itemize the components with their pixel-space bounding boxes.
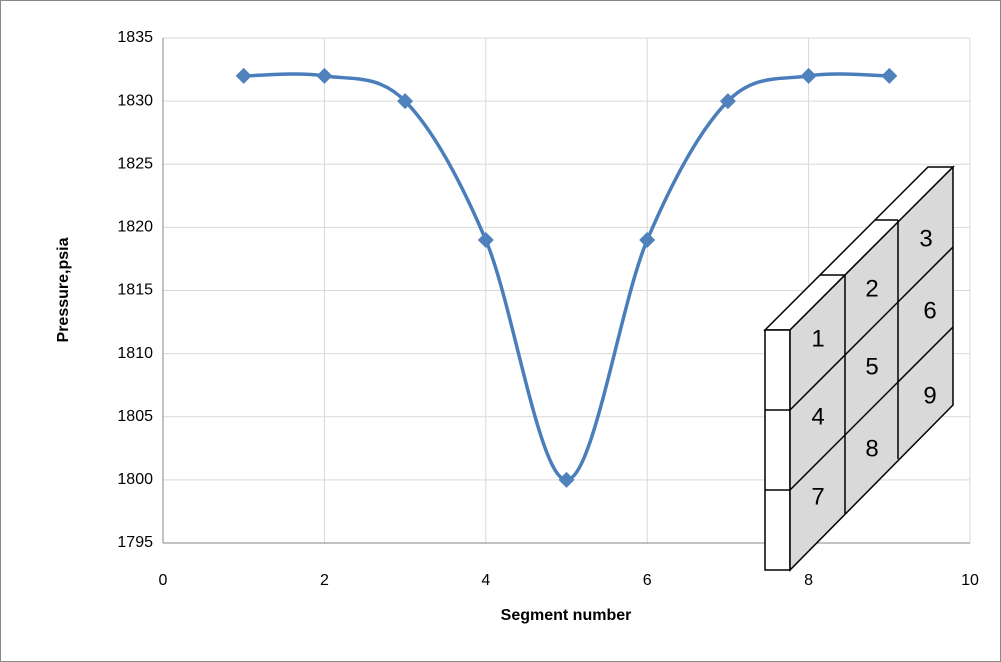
data-marker [719, 93, 736, 110]
segment-label: 5 [865, 353, 878, 380]
segment-label: 2 [865, 275, 878, 302]
y-tick-label: 1800 [117, 471, 153, 488]
data-marker [397, 93, 414, 110]
segment-label: 3 [919, 225, 932, 252]
segment-label: 1 [811, 325, 824, 352]
y-tick-label: 1825 [117, 155, 153, 172]
data-marker [235, 67, 252, 84]
panel-edge [789, 326, 954, 491]
x-axis-title: Segment number [501, 607, 632, 624]
data-marker [639, 232, 656, 248]
y-tick-label: 1810 [117, 345, 153, 362]
x-tick-label: 8 [804, 572, 813, 589]
data-marker [881, 67, 898, 84]
data-marker [558, 471, 575, 488]
y-tick-label: 1830 [117, 92, 153, 109]
x-tick-label: 6 [643, 572, 652, 589]
data-marker [800, 67, 817, 84]
y-tick-label: 1835 [117, 29, 153, 46]
segment-label: 7 [811, 483, 824, 510]
x-tick-label: 10 [961, 572, 979, 589]
x-tick-label: 4 [481, 572, 490, 589]
panel-side [764, 329, 791, 571]
segment-label: 6 [923, 297, 936, 324]
y-tick-label: 1795 [117, 534, 153, 551]
segment-label: 4 [811, 403, 824, 430]
segment-label: 8 [865, 435, 878, 462]
x-tick-label: 2 [320, 572, 329, 589]
y-tick-label: 1815 [117, 282, 153, 299]
segment-diagram: 1 2 3 4 5 6 7 8 9 [763, 165, 955, 572]
y-tick-label: 1820 [117, 219, 153, 236]
data-marker [316, 67, 333, 84]
segment-label: 9 [923, 382, 936, 409]
data-marker [477, 232, 494, 248]
x-tick-label: 0 [159, 572, 168, 589]
panel-edge [789, 246, 954, 411]
y-tick-label: 1805 [117, 408, 153, 425]
y-axis-title: Pressure,psia [55, 237, 72, 342]
